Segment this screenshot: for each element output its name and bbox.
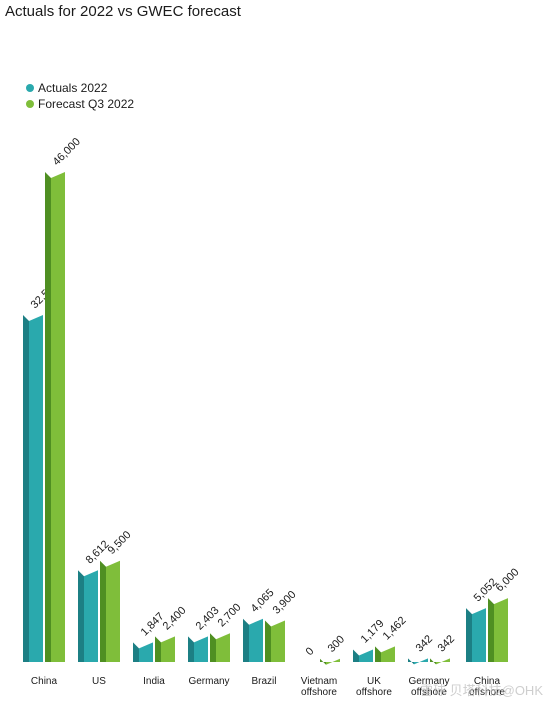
bar-side-actual-1 [78, 570, 84, 662]
bar-side-actual-0 [23, 314, 29, 662]
category-label-6: UK offshore [356, 676, 392, 698]
bar-side-forecast-3 [210, 633, 216, 662]
value-label-actual-1: 8,612 [84, 538, 112, 566]
bar-forecast-8 [494, 598, 508, 662]
value-label-actual-5: 0 [304, 645, 317, 658]
bar-side-forecast-4 [265, 620, 271, 662]
legend-item-actuals: Actuals 2022 [26, 80, 134, 96]
bar-actual-8 [472, 608, 486, 662]
bar-side-actual-2 [133, 642, 139, 662]
bar-actual-7 [414, 658, 428, 665]
value-label-forecast-2: 2,400 [161, 605, 189, 633]
category-label-1: US [92, 676, 106, 687]
value-label-forecast-5: 300 [326, 633, 347, 654]
bar-forecast-1 [106, 560, 120, 662]
bar-forecast-6 [381, 646, 395, 662]
bar-side-forecast-6 [375, 646, 381, 662]
bar-side-forecast-0 [45, 172, 51, 662]
bar-forecast-0 [51, 172, 65, 662]
bar-actual-3 [194, 636, 208, 662]
value-label-actual-7: 342 [414, 633, 435, 654]
bar-forecast-4 [271, 620, 285, 662]
bar-actual-2 [139, 642, 153, 662]
value-label-forecast-1: 9,500 [106, 529, 134, 557]
value-label-forecast-8: 6,000 [494, 566, 522, 594]
bar-actual-0 [29, 314, 43, 662]
legend-swatch-actuals [26, 84, 34, 92]
value-label-forecast-4: 3,900 [271, 589, 299, 617]
bar-side-forecast-1 [100, 560, 106, 662]
bar-side-actual-3 [188, 636, 194, 662]
legend-label-actuals: Actuals 2022 [38, 81, 108, 95]
bar-side-actual-8 [466, 608, 472, 662]
value-label-forecast-7: 342 [436, 633, 457, 654]
watermark: 雪球 贝塔科技@OHK [420, 683, 543, 698]
bar-forecast-5 [326, 658, 340, 665]
value-label-forecast-3: 2,700 [216, 601, 244, 629]
bar-forecast-2 [161, 636, 175, 662]
bar-side-forecast-8 [488, 598, 494, 662]
bar-side-actual-7 [408, 658, 414, 665]
legend-label-forecast: Forecast Q3 2022 [38, 97, 135, 111]
bar-side-forecast-5 [320, 658, 326, 665]
value-label-forecast-0: 46,000 [51, 136, 83, 168]
value-label-forecast-6: 1,462 [381, 615, 409, 643]
bar-actual-4 [249, 618, 263, 662]
category-label-8: China offshore [469, 676, 505, 698]
category-label-3: Germany [188, 676, 229, 687]
category-label-2: India [143, 676, 165, 687]
bar-side-actual-6 [353, 649, 359, 662]
legend-item-forecast: Forecast Q3 2022 [26, 96, 134, 112]
category-label-7: Germany offshore [408, 676, 449, 698]
bar-forecast-7 [436, 658, 450, 665]
chart-title: Actuals for 2022 vs GWEC forecast [5, 3, 241, 20]
bar-actual-1 [84, 570, 98, 662]
bar-actual-6 [359, 649, 373, 662]
category-label-0: China [31, 676, 58, 687]
bar-side-forecast-7 [430, 658, 436, 665]
category-label-5: Vietnam offshore [301, 676, 338, 698]
legend-swatch-forecast [26, 100, 34, 108]
legend: Actuals 2022 Forecast Q3 2022 [26, 80, 134, 112]
bar-side-actual-4 [243, 618, 249, 662]
value-label-actual-8: 5,052 [472, 576, 500, 604]
bar-side-forecast-2 [155, 636, 161, 662]
bar-forecast-3 [216, 633, 230, 662]
category-label-4: Brazil [251, 676, 276, 687]
